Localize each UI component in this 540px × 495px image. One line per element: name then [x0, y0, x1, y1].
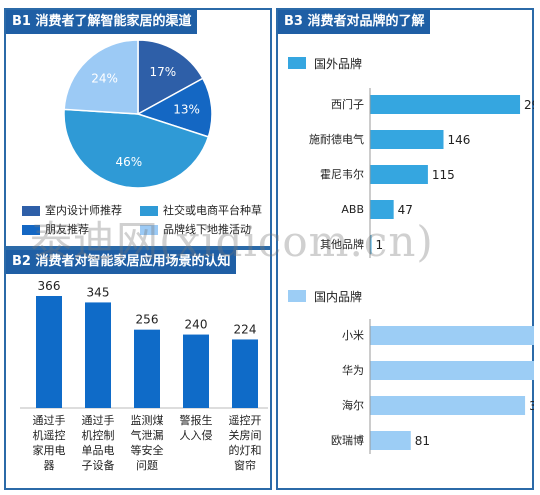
b2-bar: [134, 329, 160, 408]
b3-bar: [370, 200, 394, 219]
b3-bar: [370, 431, 411, 450]
pie-slice: [137, 39, 204, 116]
pie-value-label: 13%: [173, 102, 200, 116]
b3-category-label: 海尔: [342, 398, 364, 412]
b2-value-label: 240: [185, 318, 208, 332]
b3-bar: [370, 326, 534, 345]
legend-item-friends: 朋友推荐: [22, 221, 89, 237]
b3-legend-label-domestic: 国内品牌: [314, 290, 362, 304]
b3-category-label: 施耐德电气: [309, 132, 364, 146]
b2-category-label: 问题: [136, 459, 158, 472]
b3-value-label: 308: [529, 399, 534, 413]
pie-slice: [136, 77, 213, 138]
b2-title: B2 消费者对智能家居应用场景的认知: [6, 250, 237, 274]
b2-category-label: 机遥控: [33, 428, 66, 442]
b2-category-label: 气泄漏: [131, 428, 164, 442]
b3-category-label: 欧瑞博: [331, 433, 364, 447]
b2-category-label: 遥控开: [229, 413, 262, 427]
legend-item-social: 社交或电商平台种草: [140, 202, 262, 218]
b3-legend-label-foreign: 国外品牌: [314, 57, 362, 71]
b3-category-label: 西门子: [331, 97, 364, 111]
legend-item-design: 室内设计师推荐: [22, 202, 122, 218]
b3-panel: [276, 8, 534, 490]
b2-category-label: 子设备: [82, 458, 115, 472]
b2-panel: [4, 248, 272, 490]
b3-category-label: 华为: [342, 363, 364, 377]
legend-swatch-friends: [22, 225, 40, 235]
b3-bar: [370, 235, 372, 254]
legend-swatch-social: [140, 206, 158, 216]
b3-bar: [370, 130, 444, 149]
b2-value-label: 224: [234, 322, 257, 336]
b3-category-label: 小米: [342, 329, 364, 342]
b2-bar: [36, 296, 62, 408]
legend-swatch-design: [22, 206, 40, 216]
b2-bar: [85, 302, 111, 408]
b3-bar: [370, 165, 428, 184]
b3-bar: [370, 396, 526, 415]
b1-panel: [4, 8, 272, 248]
b3-value-label: 146: [448, 133, 471, 147]
b3-category-label: 其他品牌: [320, 237, 364, 251]
legend-label-social: 社交或电商平台种草: [163, 204, 262, 217]
b2-bar: [232, 339, 258, 408]
b2-category-label: 监测煤: [131, 414, 164, 427]
b3-value-label: 1: [376, 238, 384, 252]
b3-bar: [370, 361, 534, 380]
b3-value-label: 81: [415, 434, 430, 448]
b2-category-label: 机控制: [82, 428, 115, 442]
b1-pie-chart: 17% 13% 46% 24%: [63, 39, 213, 189]
b3-value-label: 47: [398, 203, 413, 217]
pie-value-label: 24%: [91, 71, 118, 85]
legend-label-friends: 朋友推荐: [45, 223, 89, 236]
b2-value-label: 256: [136, 313, 159, 327]
legend-label-offline: 品牌线下地推活动: [163, 223, 251, 236]
b3-legend-swatch-domestic: [288, 290, 306, 302]
b3-value-label: 115: [432, 168, 455, 182]
b2-category-label: 的灯和: [229, 443, 262, 457]
b3-category-label: ABB: [341, 203, 364, 216]
b2-category-label: 警报生: [180, 413, 213, 427]
b2-category-label: 家用电: [33, 443, 66, 457]
b2-bar-chart: 366通过手机遥控家用电器345通过手机控制单品电子设备256监测煤气泄漏等安全…: [20, 279, 268, 472]
legend-item-offline: 品牌线下地推活动: [140, 221, 251, 237]
b2-category-label: 关房间: [229, 428, 262, 442]
b3-bar: [370, 95, 521, 114]
b3-category-label: 霍尼韦尔: [320, 168, 364, 181]
b2-category-label: 等安全: [131, 443, 164, 457]
legend-swatch-offline: [140, 225, 158, 235]
b3-title: B3 消费者对品牌的了解: [278, 10, 431, 34]
b2-value-label: 345: [87, 285, 110, 299]
pie-slice: [63, 39, 139, 115]
pie-value-label: 46%: [116, 155, 143, 169]
b3-value-label: 298: [524, 98, 534, 112]
b2-value-label: 366: [38, 279, 61, 293]
b3-legend-swatch-foreign: [288, 57, 306, 69]
b2-category-label: 器: [44, 459, 55, 472]
b2-category-label: 通过手: [82, 413, 115, 427]
legend-label-design: 室内设计师推荐: [45, 204, 122, 217]
pie-value-label: 17%: [150, 65, 177, 79]
b2-category-label: 单品电: [82, 444, 115, 457]
b2-category-label: 窗帘: [234, 458, 256, 472]
b2-category-label: 人入侵: [180, 429, 213, 442]
b2-bar: [183, 334, 209, 408]
pie-slice: [63, 108, 210, 189]
b1-title: B1 消费者了解智能家居的渠道: [6, 10, 198, 34]
b2-category-label: 通过手: [33, 413, 66, 427]
